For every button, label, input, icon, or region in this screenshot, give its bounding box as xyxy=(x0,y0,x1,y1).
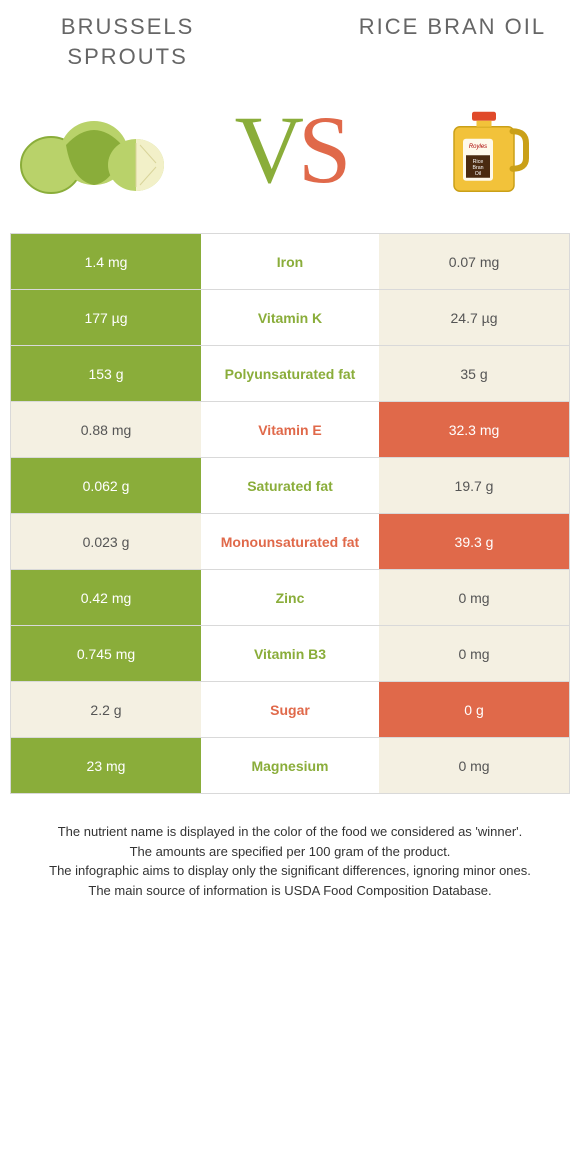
svg-text:Royles: Royles xyxy=(469,144,487,150)
nutrient-label: Iron xyxy=(201,234,379,289)
right-value: 24.7 µg xyxy=(379,290,569,345)
table-row: 23 mgMagnesium0 mg xyxy=(11,738,569,794)
right-value: 0 mg xyxy=(379,738,569,793)
table-row: 1.4 mgIron0.07 mg xyxy=(11,234,569,290)
vs-label: VS xyxy=(235,102,346,198)
left-value: 0.023 g xyxy=(11,514,201,569)
svg-text:Oil: Oil xyxy=(475,171,481,177)
comparison-infographic: { "colors": { "left": "#8aad3a", "right"… xyxy=(0,0,580,928)
nutrient-label: Sugar xyxy=(201,682,379,737)
left-value: 0.88 mg xyxy=(11,402,201,457)
nutrient-label: Vitamin K xyxy=(201,290,379,345)
nutrient-label: Zinc xyxy=(201,570,379,625)
right-value: 0 g xyxy=(379,682,569,737)
right-value: 0.07 mg xyxy=(379,234,569,289)
table-row: 0.062 gSaturated fat19.7 g xyxy=(11,458,569,514)
nutrient-label: Monounsaturated fat xyxy=(201,514,379,569)
left-value: 0.062 g xyxy=(11,458,201,513)
right-food-title: Rice bran oil xyxy=(335,12,570,42)
left-value: 177 µg xyxy=(11,290,201,345)
left-value: 0.745 mg xyxy=(11,626,201,681)
nutrient-label: Vitamin E xyxy=(201,402,379,457)
svg-text:Rice: Rice xyxy=(473,159,484,165)
nutrient-label: Saturated fat xyxy=(201,458,379,513)
rice-bran-oil-icon: Royles Rice Bran Oil xyxy=(404,85,564,215)
left-value: 23 mg xyxy=(11,738,201,793)
table-row: 0.42 mgZinc0 mg xyxy=(11,570,569,626)
titles-row: Brussels sprouts Rice bran oil xyxy=(10,12,570,71)
footnote-line: The nutrient name is displayed in the co… xyxy=(28,822,552,842)
hero-row: VS Royles Rice Bran Oil xyxy=(10,85,570,215)
left-food-title: Brussels sprouts xyxy=(10,12,245,71)
right-value: 32.3 mg xyxy=(379,402,569,457)
right-value: 19.7 g xyxy=(379,458,569,513)
footnote-line: The main source of information is USDA F… xyxy=(28,881,552,901)
nutrient-label: Polyunsaturated fat xyxy=(201,346,379,401)
table-row: 177 µgVitamin K24.7 µg xyxy=(11,290,569,346)
vs-s: S xyxy=(298,102,345,198)
footnotes: The nutrient name is displayed in the co… xyxy=(10,822,570,900)
table-row: 0.023 gMonounsaturated fat39.3 g xyxy=(11,514,569,570)
right-value: 39.3 g xyxy=(379,514,569,569)
right-value: 0 mg xyxy=(379,570,569,625)
vs-v: V xyxy=(235,102,298,198)
nutrient-label: Vitamin B3 xyxy=(201,626,379,681)
nutrient-label: Magnesium xyxy=(201,738,379,793)
left-value: 0.42 mg xyxy=(11,570,201,625)
right-value: 35 g xyxy=(379,346,569,401)
brussels-sprouts-icon xyxy=(16,85,176,215)
table-row: 0.745 mgVitamin B30 mg xyxy=(11,626,569,682)
left-value: 1.4 mg xyxy=(11,234,201,289)
comparison-table: 1.4 mgIron0.07 mg177 µgVitamin K24.7 µg1… xyxy=(10,233,570,794)
left-value: 153 g xyxy=(11,346,201,401)
table-row: 0.88 mgVitamin E32.3 mg xyxy=(11,402,569,458)
right-value: 0 mg xyxy=(379,626,569,681)
table-row: 153 gPolyunsaturated fat35 g xyxy=(11,346,569,402)
svg-text:Bran: Bran xyxy=(472,165,483,171)
left-value: 2.2 g xyxy=(11,682,201,737)
table-row: 2.2 gSugar0 g xyxy=(11,682,569,738)
footnote-line: The amounts are specified per 100 gram o… xyxy=(28,842,552,862)
footnote-line: The infographic aims to display only the… xyxy=(28,861,552,881)
